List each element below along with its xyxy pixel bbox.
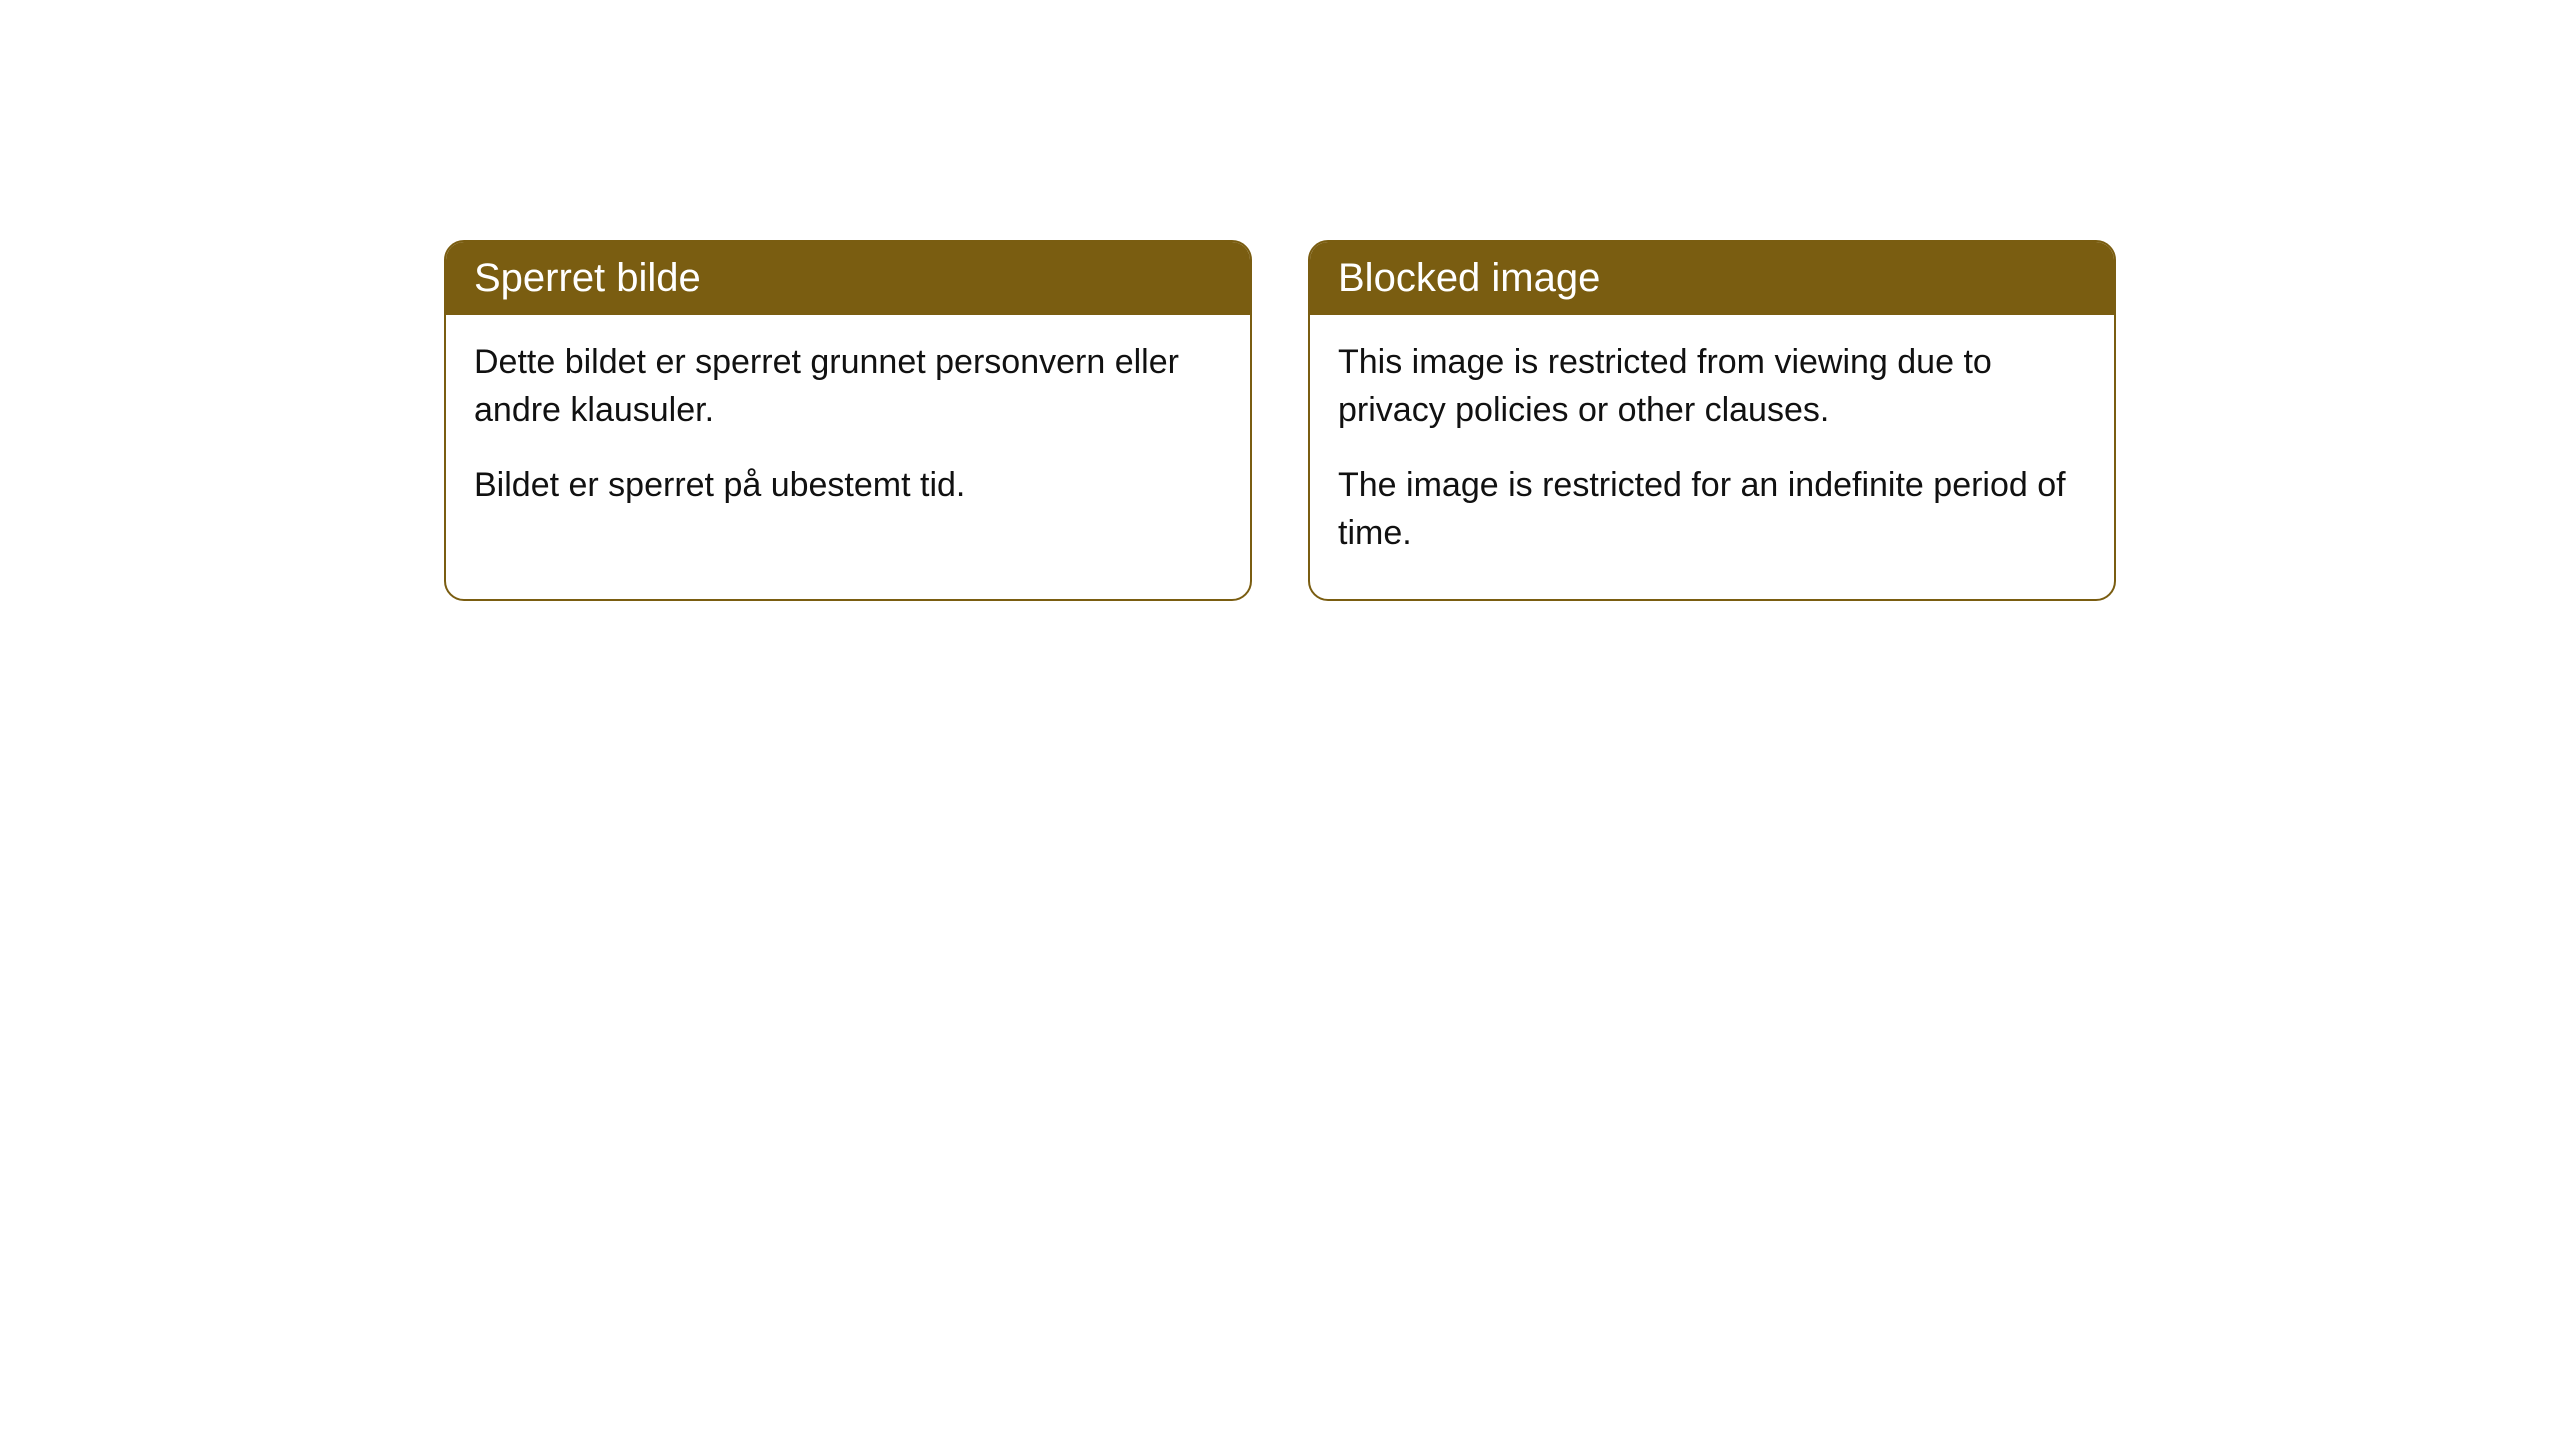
notice-paragraph: The image is restricted for an indefinit… (1338, 462, 2086, 557)
card-body: Dette bildet er sperret grunnet personve… (446, 315, 1250, 552)
notice-paragraph: Bildet er sperret på ubestemt tid. (474, 462, 1222, 510)
card-body: This image is restricted from viewing du… (1310, 315, 2114, 599)
notice-card-english: Blocked image This image is restricted f… (1308, 240, 2116, 601)
card-header: Sperret bilde (446, 242, 1250, 315)
notice-paragraph: Dette bildet er sperret grunnet personve… (474, 339, 1222, 434)
notice-card-norwegian: Sperret bilde Dette bildet er sperret gr… (444, 240, 1252, 601)
notice-paragraph: This image is restricted from viewing du… (1338, 339, 2086, 434)
notice-cards-container: Sperret bilde Dette bildet er sperret gr… (444, 240, 2116, 601)
card-header: Blocked image (1310, 242, 2114, 315)
